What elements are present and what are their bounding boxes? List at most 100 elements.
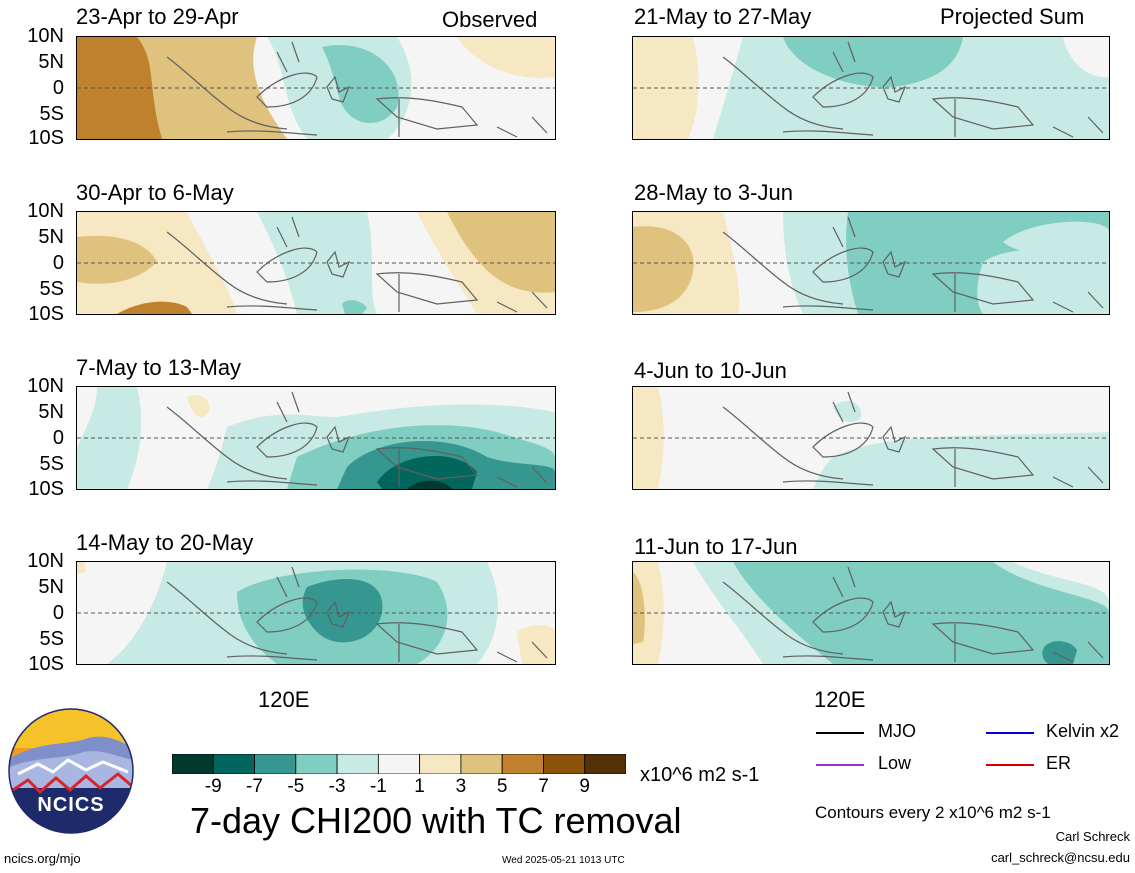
lat-label: 5N — [38, 51, 64, 73]
colorbar-swatch — [336, 753, 379, 775]
wave-legend: MJO Kelvin x2 Low ER — [816, 722, 1130, 782]
lat-label: 10S — [28, 653, 64, 675]
anomaly-positive — [77, 235, 157, 284]
anomaly-strong-negative — [302, 579, 383, 643]
colorbar-tick-label: 3 — [455, 776, 467, 797]
anomaly-negative-core — [342, 300, 367, 314]
anomaly-negative-core — [322, 45, 399, 124]
lat-label: 10S — [28, 303, 64, 325]
anomaly-field-2 — [77, 212, 555, 314]
anomaly-negative — [1003, 221, 1109, 259]
anomaly-field-7 — [633, 387, 1109, 489]
lat-label: 5S — [39, 278, 64, 300]
anomaly-strong-positive — [117, 301, 192, 314]
coastlines — [722, 391, 1104, 488]
anomaly-positive — [633, 572, 645, 644]
panel-title-4: 14-May to 20-May — [76, 530, 254, 555]
coastlines — [722, 566, 1104, 663]
main-title: 7-day CHI200 with TC removal — [190, 800, 682, 841]
panel-title-2: 30-Apr to 6-May — [76, 180, 234, 205]
lat-label: 10N — [27, 375, 64, 397]
map-panel-2 — [76, 211, 556, 315]
anomaly-neutral — [1063, 37, 1109, 78]
anomaly-field-1 — [77, 37, 555, 139]
author-email[interactable]: carl_schreck@ncsu.edu — [991, 850, 1130, 865]
colorbar-tick-label: -1 — [369, 776, 387, 797]
colorbar-swatch — [212, 753, 255, 775]
anomaly-weak-positive — [457, 37, 555, 78]
lat-label: 5S — [39, 103, 64, 125]
panel-title-1: 23-Apr to 29-Apr — [76, 4, 239, 29]
observed-header: Observed — [442, 7, 538, 32]
colorbar-swatch — [171, 753, 214, 775]
lat-label: 0 — [52, 252, 64, 274]
anomaly-field-8 — [633, 562, 1109, 664]
legend-label-er: ER — [1046, 753, 1072, 773]
anomaly-field-3 — [77, 387, 555, 489]
lat-label: 5N — [38, 401, 64, 423]
anomaly-weak-positive — [187, 395, 210, 417]
timestamp: Wed 2025-05-21 1013 UTC — [502, 855, 625, 866]
lat-label: 10N — [27, 25, 64, 47]
anomaly-weak-positive — [633, 37, 699, 139]
site-link[interactable]: ncics.org/mjo — [4, 851, 81, 866]
legend-label-kelvin: Kelvin x2 — [1046, 721, 1120, 741]
anomaly-positive — [633, 226, 694, 312]
lon-label-right: 120E — [814, 687, 866, 712]
colorbar-tick-label: -7 — [246, 776, 263, 797]
contour-note: Contours every 2 x10^6 m2 s-1 — [815, 803, 1051, 822]
anomaly-very-strong-negative — [377, 455, 477, 489]
panel-title-3: 7-May to 13-May — [76, 355, 242, 380]
coastlines — [166, 216, 548, 313]
colorbar-tick-label: 1 — [414, 776, 425, 797]
ncics-logo: NCICS — [8, 708, 134, 834]
coastlines — [722, 41, 1104, 138]
panel-title-6: 28-May to 3-Jun — [634, 180, 793, 205]
colorbar-tick-label: -5 — [287, 776, 305, 797]
panel-title-5: 21-May to 27-May — [634, 4, 812, 29]
logo-emblem-icon — [8, 708, 134, 834]
legend-label-mjo: MJO — [878, 721, 916, 741]
lat-label: 0 — [52, 77, 64, 99]
lat-label: 5N — [38, 576, 64, 598]
colorbar-swatch — [501, 753, 544, 775]
lat-label: 10S — [28, 478, 64, 500]
anomaly-weak-positive — [517, 625, 555, 664]
legend-line-mjo — [816, 732, 864, 734]
author-name: Carl Schreck — [1055, 829, 1130, 844]
colorbar-swatch — [584, 753, 627, 775]
anomaly-negative-core — [783, 37, 963, 88]
colorbar-swatch — [377, 753, 421, 775]
map-panel-6 — [632, 211, 1110, 315]
colorbar-units: x10^6 m2 s-1 — [640, 764, 760, 786]
map-panel-5 — [632, 36, 1110, 140]
colorbar-swatch — [460, 753, 503, 775]
coastlines — [166, 41, 548, 138]
panel-title-8: 11-Jun to 17-Jun — [634, 534, 798, 559]
lat-label: 10S — [28, 127, 64, 149]
projected-header: Projected Sum — [940, 4, 1085, 29]
colorbar-tick-label: -3 — [328, 776, 346, 797]
colorbar-tick-label: -9 — [204, 776, 222, 797]
colorbar-swatch — [543, 753, 586, 775]
anomaly-field-5 — [633, 37, 1109, 139]
colorbar-swatches — [171, 753, 627, 775]
colorbar-tick-label: 7 — [538, 776, 549, 797]
legend-line-kelvin — [986, 732, 1034, 734]
lat-label: 0 — [52, 602, 64, 624]
colorbar-swatch — [295, 753, 338, 775]
logo-text: NCICS — [37, 794, 105, 816]
coastlines — [166, 391, 548, 488]
colorbar-swatch — [419, 753, 462, 775]
anomaly-field-4 — [77, 562, 555, 664]
lat-label: 5S — [39, 628, 64, 650]
anomaly-extreme-negative — [407, 480, 452, 489]
anomaly-field-6 — [633, 212, 1109, 314]
anomaly-positive — [447, 212, 555, 293]
lat-label: 5S — [39, 453, 64, 475]
coastlines — [722, 216, 1104, 313]
legend-label-low: Low — [878, 753, 912, 773]
legend-line-low — [816, 764, 864, 766]
colorbar-tick-label: 9 — [579, 776, 590, 797]
lat-label: 10N — [27, 200, 64, 222]
